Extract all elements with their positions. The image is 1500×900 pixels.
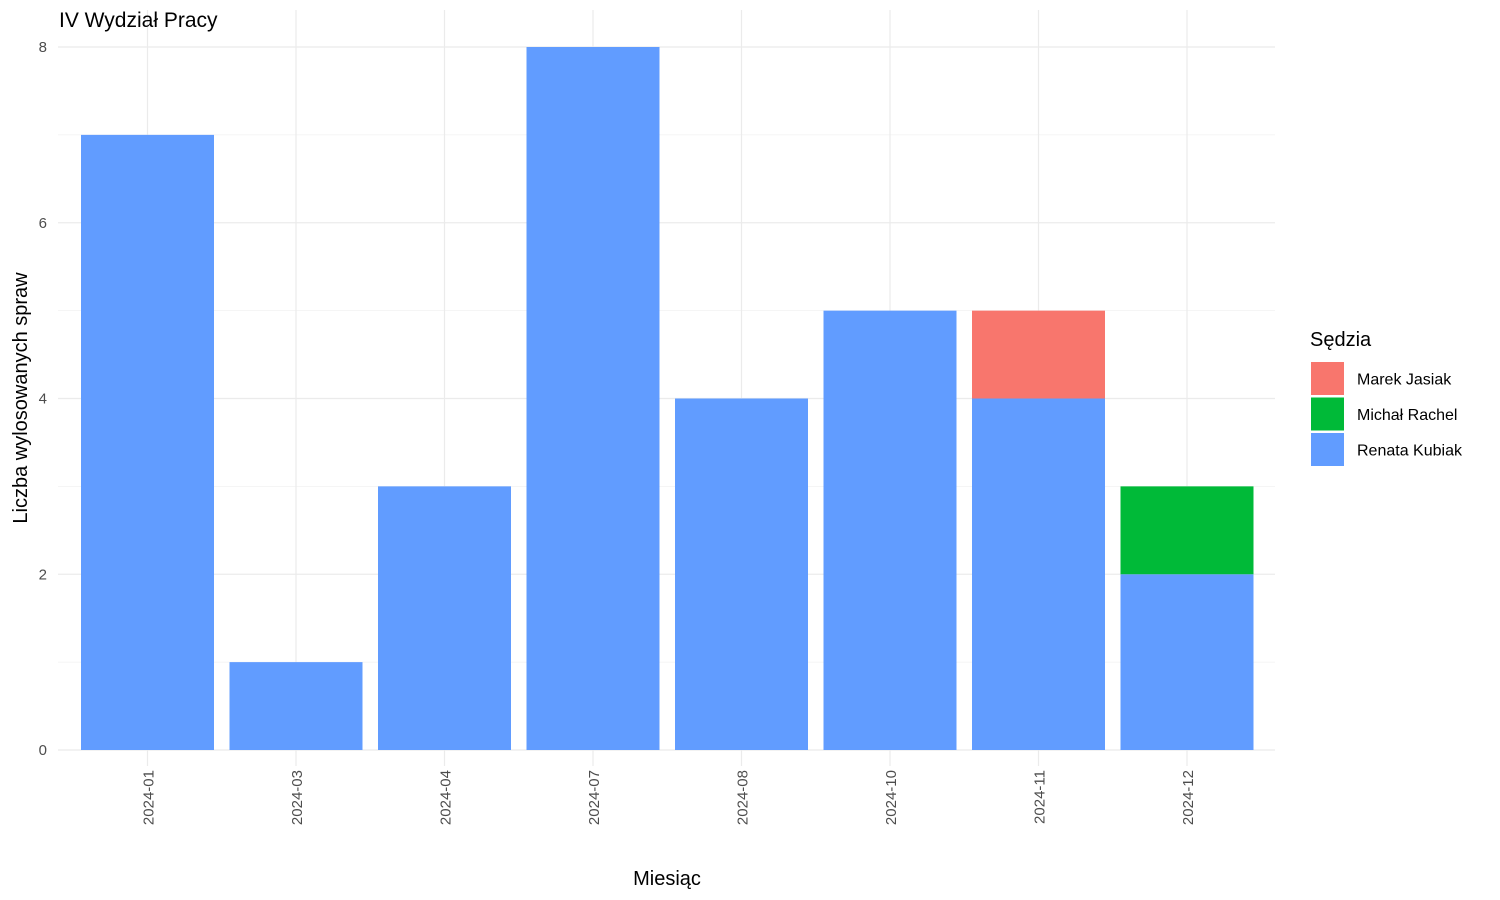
legend-title: Sędzia bbox=[1310, 329, 1372, 351]
x-tick-label: 2024-03 bbox=[289, 770, 306, 825]
bar-renata-kubiak-2024-11 bbox=[972, 398, 1105, 750]
bar-renata-kubiak-2024-08 bbox=[675, 398, 808, 750]
x-tick-label: 2024-07 bbox=[586, 770, 603, 825]
y-tick-label: 2 bbox=[39, 566, 47, 583]
x-tick-label: 2024-08 bbox=[735, 770, 752, 825]
y-axis-title: Liczba wylosowanych spraw bbox=[10, 272, 32, 524]
y-tick-label: 8 bbox=[39, 39, 47, 56]
chart-title: IV Wydział Pracy bbox=[59, 9, 218, 32]
x-axis-ticks: 2024-01 2024-03 2024-04 2024-07 2024-08 2024-… bbox=[141, 770, 1198, 825]
bar-renata-kubiak-2024-01 bbox=[81, 134, 214, 750]
bars bbox=[81, 47, 1254, 750]
bar-micha-rachel-2024-12 bbox=[1120, 486, 1254, 575]
bar-renata-kubiak-2024-12 bbox=[1120, 574, 1254, 750]
y-tick-label: 6 bbox=[39, 215, 47, 232]
legend-key bbox=[1311, 362, 1344, 395]
x-tick-label: 2024-04 bbox=[438, 770, 455, 825]
y-tick-label: 0 bbox=[39, 742, 47, 759]
bar-renata-kubiak-2024-10 bbox=[823, 310, 957, 750]
legend-items: Marek Jasiak Michał Rachel Renata Kubiak bbox=[1311, 362, 1463, 466]
legend-key bbox=[1311, 397, 1344, 431]
legend-label: Michał Rachel bbox=[1357, 407, 1457, 424]
bar-renata-kubiak-2024-07 bbox=[526, 47, 660, 750]
y-axis-ticks: 0 2 4 6 8 bbox=[39, 39, 47, 759]
legend-label: Marek Jasiak bbox=[1357, 372, 1452, 389]
bar-renata-kubiak-2024-04 bbox=[378, 486, 511, 750]
x-tick-label: 2024-10 bbox=[883, 770, 900, 825]
legend-label: Renata Kubiak bbox=[1357, 443, 1463, 460]
x-tick-label: 2024-11 bbox=[1032, 770, 1049, 824]
bar-renata-kubiak-2024-03 bbox=[229, 662, 363, 750]
x-tick-label: 2024-12 bbox=[1180, 770, 1197, 825]
x-axis-title: Miesiąc bbox=[633, 868, 701, 890]
y-tick-label: 4 bbox=[39, 391, 47, 408]
legend-key bbox=[1311, 433, 1344, 466]
x-tick-label: 2024-01 bbox=[141, 770, 158, 825]
bar-marek-jasiak-2024-11 bbox=[972, 310, 1105, 399]
legend: Sędzia Marek Jasiak Michał Rachel Renata K… bbox=[1310, 329, 1463, 466]
